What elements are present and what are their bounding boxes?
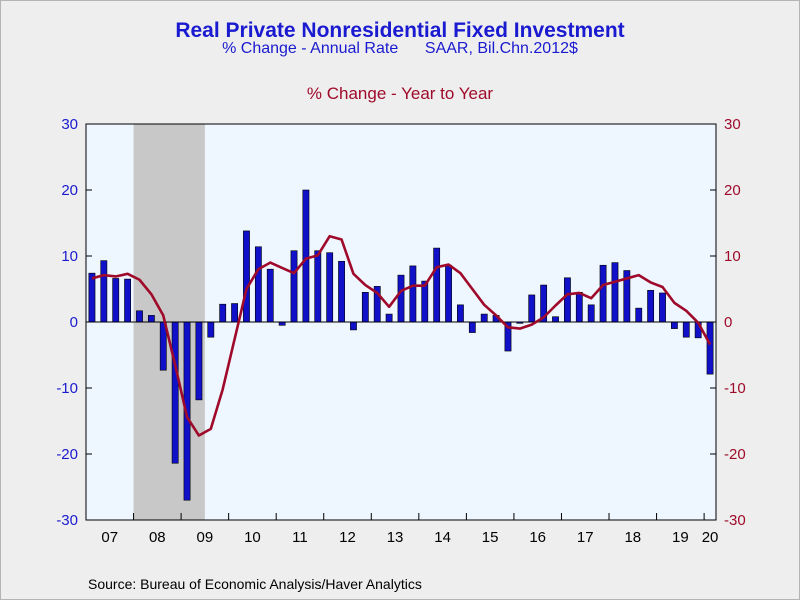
bar-2018Q1 [611, 262, 619, 323]
x-tick-label-07: 07 [101, 529, 118, 546]
chart-title: Real Private Nonresidential Fixed Invest… [175, 19, 625, 42]
x-tick-label-19: 19 [672, 529, 689, 546]
chart-subtitle: % Change - Annual Rate SAAR, Bil.Chn.201… [0, 40, 800, 58]
bar-2011Q2 [290, 250, 298, 323]
bar-2016Q2 [528, 294, 536, 323]
bar-2012Q4 [361, 291, 369, 323]
bar-2011Q3 [302, 189, 310, 323]
subtitle-left: % Change - Annual Rate [222, 40, 399, 57]
left-tick-label--10: -10 [56, 380, 78, 397]
bar-2017Q1 [564, 277, 571, 323]
bar-2015Q2 [480, 313, 488, 323]
right-tick-label-20: 20 [724, 182, 741, 199]
x-tick-label-13: 13 [387, 529, 404, 546]
bar-2007Q4 [124, 278, 131, 323]
bar-2009Q3 [207, 321, 215, 338]
bar-2015Q1 [468, 321, 476, 333]
subtitle-right: SAAR, Bil.Chn.2012$ [424, 40, 578, 57]
bar-2012Q2 [338, 260, 345, 323]
bar-2009Q4 [219, 303, 227, 323]
x-tick-label-09: 09 [197, 529, 214, 546]
bar-2018Q3 [635, 307, 643, 323]
bar-series [88, 189, 714, 501]
bar-2008Q2 [147, 315, 155, 323]
bar-2014Q4 [457, 304, 464, 323]
bar-2018Q4 [647, 290, 655, 323]
bar-2014Q3 [445, 264, 452, 323]
left-tick-label-0: 0 [70, 314, 78, 331]
x-tick-label-20: 20 [702, 529, 719, 546]
x-tick-label-08: 08 [149, 529, 166, 546]
bar-2010Q1 [231, 303, 238, 323]
right-tick-label-10: 10 [724, 248, 741, 265]
right-tick-label-0: 0 [724, 314, 732, 331]
left-axis: 30 20 10 0 -10 -20 -30 [56, 116, 92, 529]
bar-2019Q2 [670, 321, 678, 329]
bar-2007Q1 [88, 272, 96, 323]
bar-2019Q3 [682, 321, 690, 338]
x-tick-label-17: 17 [577, 529, 594, 546]
bar-2010Q4 [266, 268, 274, 323]
bar-2008Q1 [136, 310, 143, 323]
bar-2020Q1 [706, 321, 714, 375]
right-axis: 30 20 10 0 -10 -20 -30 [710, 116, 746, 529]
bar-2014Q1 [421, 280, 429, 323]
bar-2013Q4 [409, 265, 417, 323]
bar-2017Q3 [587, 304, 595, 323]
x-tick-label-14: 14 [434, 529, 451, 546]
bar-2017Q2 [575, 291, 583, 323]
left-tick-label--20: -20 [56, 446, 78, 463]
bar-2013Q2 [385, 313, 393, 323]
bar-2017Q4 [599, 264, 607, 323]
x-tick-label-10: 10 [244, 529, 261, 546]
bar-2014Q2 [433, 247, 441, 323]
bar-2019Q1 [659, 292, 666, 323]
bar-2010Q2 [243, 230, 250, 323]
x-tick-label-12: 12 [339, 529, 356, 546]
right-tick-label-30: 30 [724, 116, 741, 133]
left-tick-label-20: 20 [61, 182, 78, 199]
bar-2016Q4 [552, 316, 559, 323]
right-tick-label--10: -10 [724, 380, 746, 397]
bar-2009Q2 [195, 321, 203, 401]
x-tick-label-15: 15 [482, 529, 499, 546]
bar-2013Q3 [397, 274, 405, 323]
source-note: Source: Bureau of Economic Analysis/Have… [88, 576, 422, 592]
right-tick-label--20: -20 [724, 446, 746, 463]
bar-2007Q2 [100, 260, 108, 323]
bar-2011Q4 [314, 250, 322, 323]
bar-2007Q3 [112, 278, 120, 323]
yoy-line-series [91, 234, 712, 437]
x-tick-label-18: 18 [624, 529, 641, 546]
bar-2012Q3 [350, 321, 357, 331]
line-series-label: % Change - Year to Year [306, 84, 494, 103]
x-axis: 07 08 09 10 11 12 13 14 15 16 17 18 19 20 [101, 513, 718, 546]
bar-2010Q3 [254, 246, 262, 323]
left-tick-label-10: 10 [61, 248, 78, 265]
x-tick-label-11: 11 [292, 529, 308, 546]
left-tick-label-30: 30 [61, 116, 78, 133]
right-tick-label--30: -30 [724, 512, 746, 529]
x-tick-label-16: 16 [529, 529, 546, 546]
bar-2012Q1 [326, 252, 334, 323]
left-tick-label--30: -30 [56, 512, 78, 529]
bar-2008Q4 [171, 321, 179, 464]
